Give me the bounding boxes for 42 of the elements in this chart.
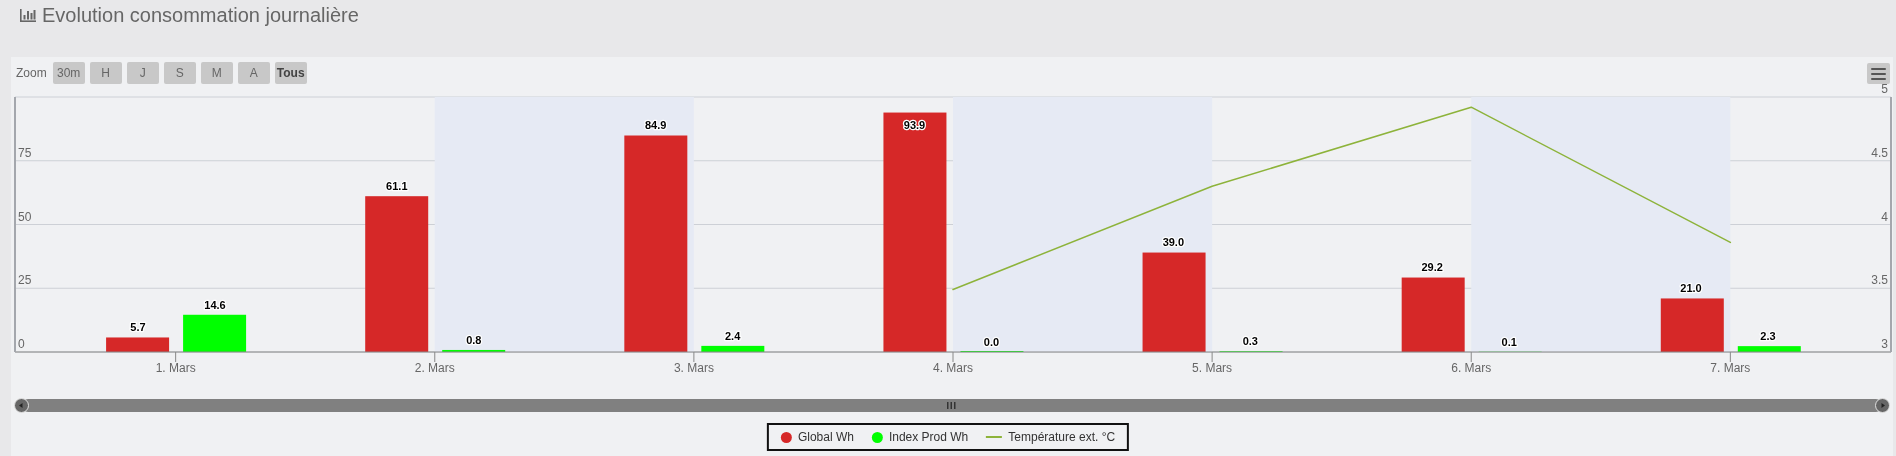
y2-tick-label: 5: [1881, 82, 1889, 96]
data-label: 21.0: [1680, 282, 1702, 295]
text: J: [139, 66, 146, 80]
text: M: [211, 66, 222, 80]
x-tick-label: 5. Mars: [1192, 360, 1233, 375]
y-tick-label: 25: [18, 273, 32, 288]
data-label: 0.8: [466, 333, 482, 346]
y-tick-label: 50: [18, 209, 32, 224]
x-tick-label: 1. Mars: [155, 360, 196, 375]
y2-tick-label: 4: [1881, 209, 1889, 224]
text: A: [249, 66, 258, 80]
data-label: 14.6: [204, 298, 226, 311]
legend-label: Index Prod Wh: [888, 430, 969, 444]
text: 30m: [57, 66, 81, 80]
data-label: 2.3: [1760, 329, 1776, 342]
y2-tick-label: 3.5: [1871, 273, 1889, 288]
x-tick-label: 2. Mars: [414, 360, 455, 375]
x-tick-label: 7. Mars: [1710, 360, 1751, 375]
x-tick-label: 6. Mars: [1451, 360, 1492, 375]
data-label: 29.2: [1421, 261, 1443, 274]
legend-label: Global Wh: [797, 430, 854, 444]
y2-tick-label: 3: [1881, 337, 1889, 351]
data-label: 2.4: [725, 329, 742, 342]
data-label: 0.3: [1242, 335, 1258, 348]
text: S: [175, 66, 184, 80]
text: Zoom: [16, 66, 47, 80]
x-tick-label: 3. Mars: [673, 360, 714, 375]
data-label: 5.7: [130, 321, 146, 334]
y-tick-label: 0: [18, 337, 25, 351]
data-label: 39.0: [1162, 236, 1185, 249]
y-tick-label: 75: [18, 145, 32, 160]
data-label: 0.0: [983, 335, 1000, 348]
x-tick-label: 4. Mars: [932, 360, 974, 375]
data-label: 0.1: [1501, 335, 1517, 348]
data-label: 93.9: [903, 119, 926, 132]
data-label: 61.1: [386, 180, 408, 193]
data-label: 84.9: [644, 119, 667, 132]
legend-label: Température ext. °C: [1008, 430, 1116, 444]
chart-title: Evolution consommation journalière: [42, 4, 359, 27]
text: Tous: [276, 66, 305, 80]
y2-tick-label: 4.5: [1871, 145, 1889, 160]
text: H: [101, 66, 111, 80]
